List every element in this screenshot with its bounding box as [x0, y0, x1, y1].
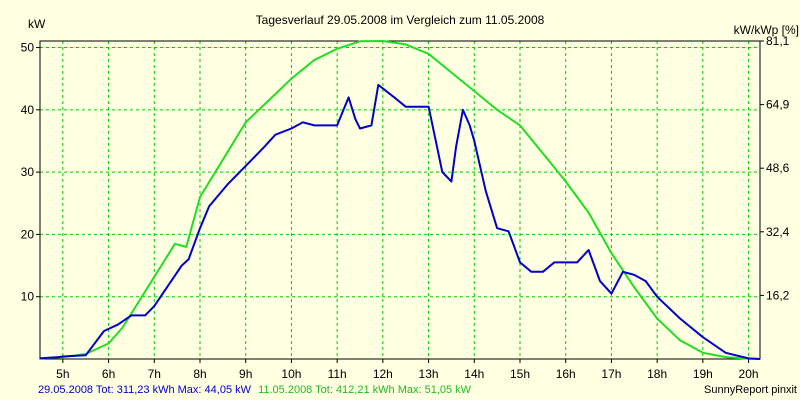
x-tick-label-0: 5h: [56, 367, 69, 381]
y-left-tick-label-2: 30: [21, 165, 35, 179]
x-tick-label-12: 17h: [601, 367, 621, 381]
x-tick-label-15: 20h: [739, 367, 759, 381]
x-tick-label-8: 13h: [419, 367, 439, 381]
x-axis-ticks: 5h 6h 7h 8h 9h 10h 11h 12h 13h 14h 15h 16h 17h 18h 19h…: [56, 359, 759, 381]
x-tick-label-11: 16h: [556, 367, 576, 381]
series-line-0: [39, 40, 761, 360]
y-left-tick-label-4: 50: [21, 41, 35, 55]
footer-credit: SunnyReport pinxit: [704, 384, 797, 396]
series-lines: [39, 40, 761, 360]
y-axis-left-ticks: 10 20 30 40 50: [21, 41, 40, 304]
y-left-tick-label-1: 20: [21, 227, 35, 241]
x-tick-label-6: 11h: [328, 367, 347, 381]
y-right-tick-label-2: 48,6: [766, 161, 790, 175]
y-right-tick-label-4: 81,1: [766, 34, 790, 48]
y-left-tick-label-3: 40: [21, 103, 35, 117]
footer-green-series-stats: 11.05.2008 Tot: 412,21 kWh Max: 51,05 kW: [258, 384, 472, 396]
y-right-tick-label-0: 16,2: [766, 288, 790, 302]
series-line-1: [39, 83, 761, 360]
x-tick-label-2: 7h: [148, 367, 161, 381]
x-tick-label-9: 14h: [464, 367, 484, 381]
x-tick-label-14: 19h: [693, 367, 713, 381]
x-tick-label-10: 15h: [510, 367, 530, 381]
x-tick-label-1: 6h: [102, 367, 115, 381]
chart-title: Tagesverlauf 29.05.2008 im Vergleich zum…: [256, 13, 545, 27]
x-tick-label-7: 12h: [373, 367, 393, 381]
x-tick-label-4: 9h: [239, 367, 252, 381]
y-axis-right-label: kW/kWp [%]: [734, 23, 799, 37]
footer-blue-series-stats: 29.05.2008 Tot: 311,23 kWh Max: 44,05 kW: [38, 384, 252, 396]
plot-area-border: [39, 40, 761, 360]
x-tick-label-3: 8h: [193, 367, 206, 381]
y-axis-right-ticks: 16,2 32,4 48,6 64,9 81,1: [760, 34, 790, 302]
footer-stats: 29.05.2008 Tot: 311,23 kWh Max: 44,05 kW…: [38, 384, 472, 396]
y-left-tick-label-0: 10: [21, 290, 35, 304]
y-right-tick-label-3: 64,9: [766, 98, 790, 112]
y-right-tick-label-1: 32,4: [766, 225, 790, 239]
x-tick-label-5: 10h: [281, 367, 301, 381]
y-axis-left-label: kW: [28, 17, 46, 31]
x-tick-label-13: 18h: [647, 367, 667, 381]
